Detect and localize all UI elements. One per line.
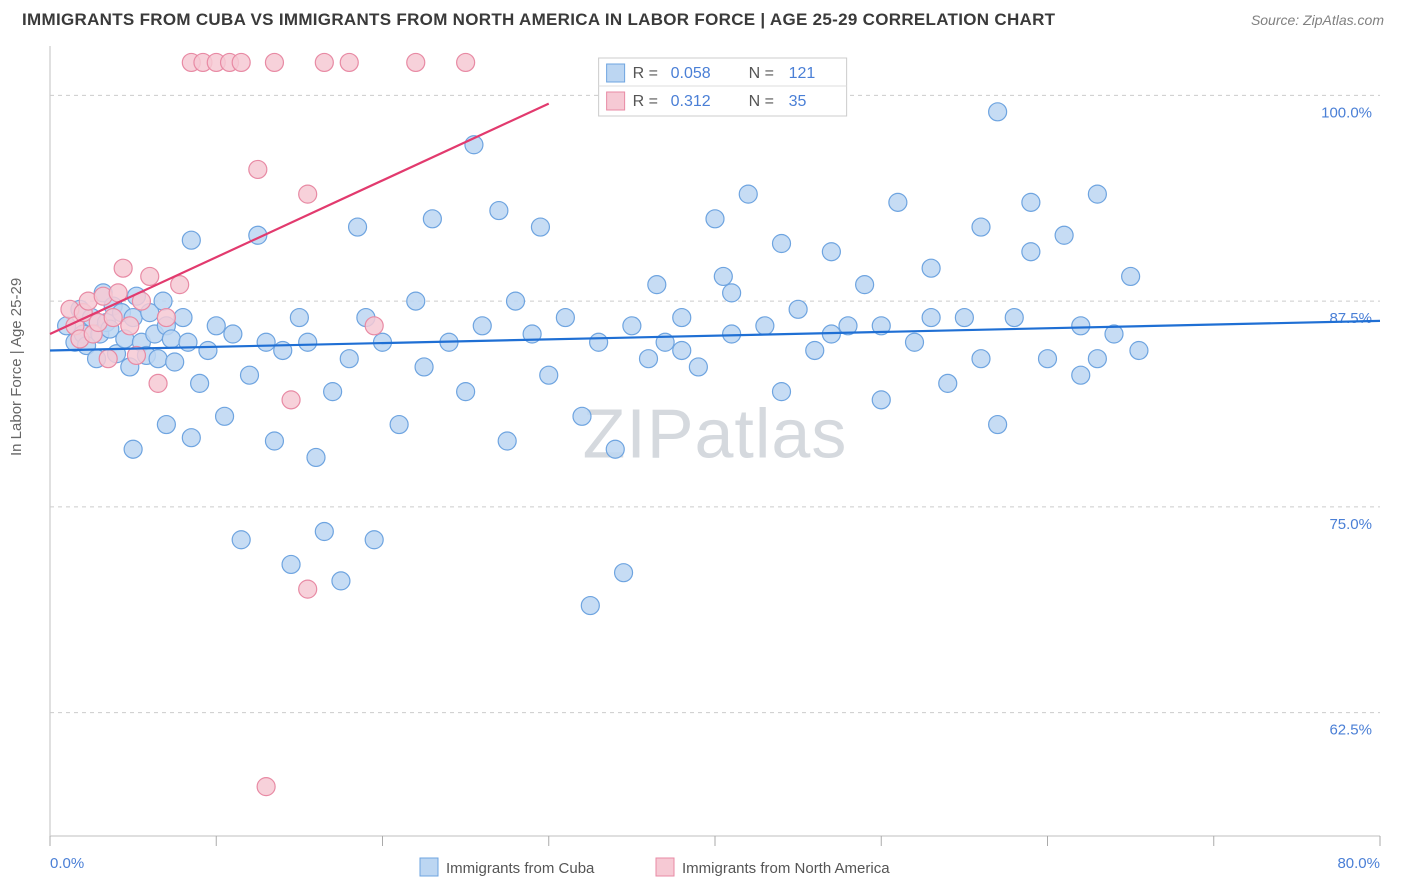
chart-container: In Labor Force | Age 25-29 62.5% 75.0% 87.…: [0, 36, 1406, 886]
svg-text:0.312: 0.312: [671, 93, 711, 110]
svg-text:0.0%: 0.0%: [50, 855, 84, 872]
svg-text:62.5%: 62.5%: [1329, 722, 1372, 739]
svg-text:R =: R =: [633, 93, 658, 110]
svg-text:121: 121: [789, 65, 816, 82]
header: IMMIGRANTS FROM CUBA VS IMMIGRANTS FROM …: [0, 0, 1406, 36]
svg-text:87.5%: 87.5%: [1329, 310, 1372, 327]
svg-text:R =: R =: [633, 65, 658, 82]
svg-text:80.0%: 80.0%: [1337, 855, 1380, 872]
chart-title: IMMIGRANTS FROM CUBA VS IMMIGRANTS FROM …: [22, 10, 1055, 30]
svg-text:Immigrants from North America: Immigrants from North America: [682, 860, 890, 877]
svg-text:Immigrants from Cuba: Immigrants from Cuba: [446, 860, 595, 877]
svg-text:0.058: 0.058: [671, 65, 711, 82]
svg-text:N =: N =: [749, 65, 774, 82]
svg-text:ZIPatlas: ZIPatlas: [583, 394, 848, 472]
svg-text:35: 35: [789, 93, 807, 110]
svg-text:75.0%: 75.0%: [1329, 516, 1372, 533]
y-axis-label: In Labor Force | Age 25-29: [8, 278, 25, 456]
svg-text:100.0%: 100.0%: [1321, 104, 1372, 121]
svg-text:N =: N =: [749, 93, 774, 110]
scatter-chart: 62.5% 75.0% 87.5% 100.0% 0.0% 80.0% ZIPatlas R …: [0, 36, 1406, 886]
source-label: Source: ZipAtlas.com: [1251, 12, 1384, 28]
